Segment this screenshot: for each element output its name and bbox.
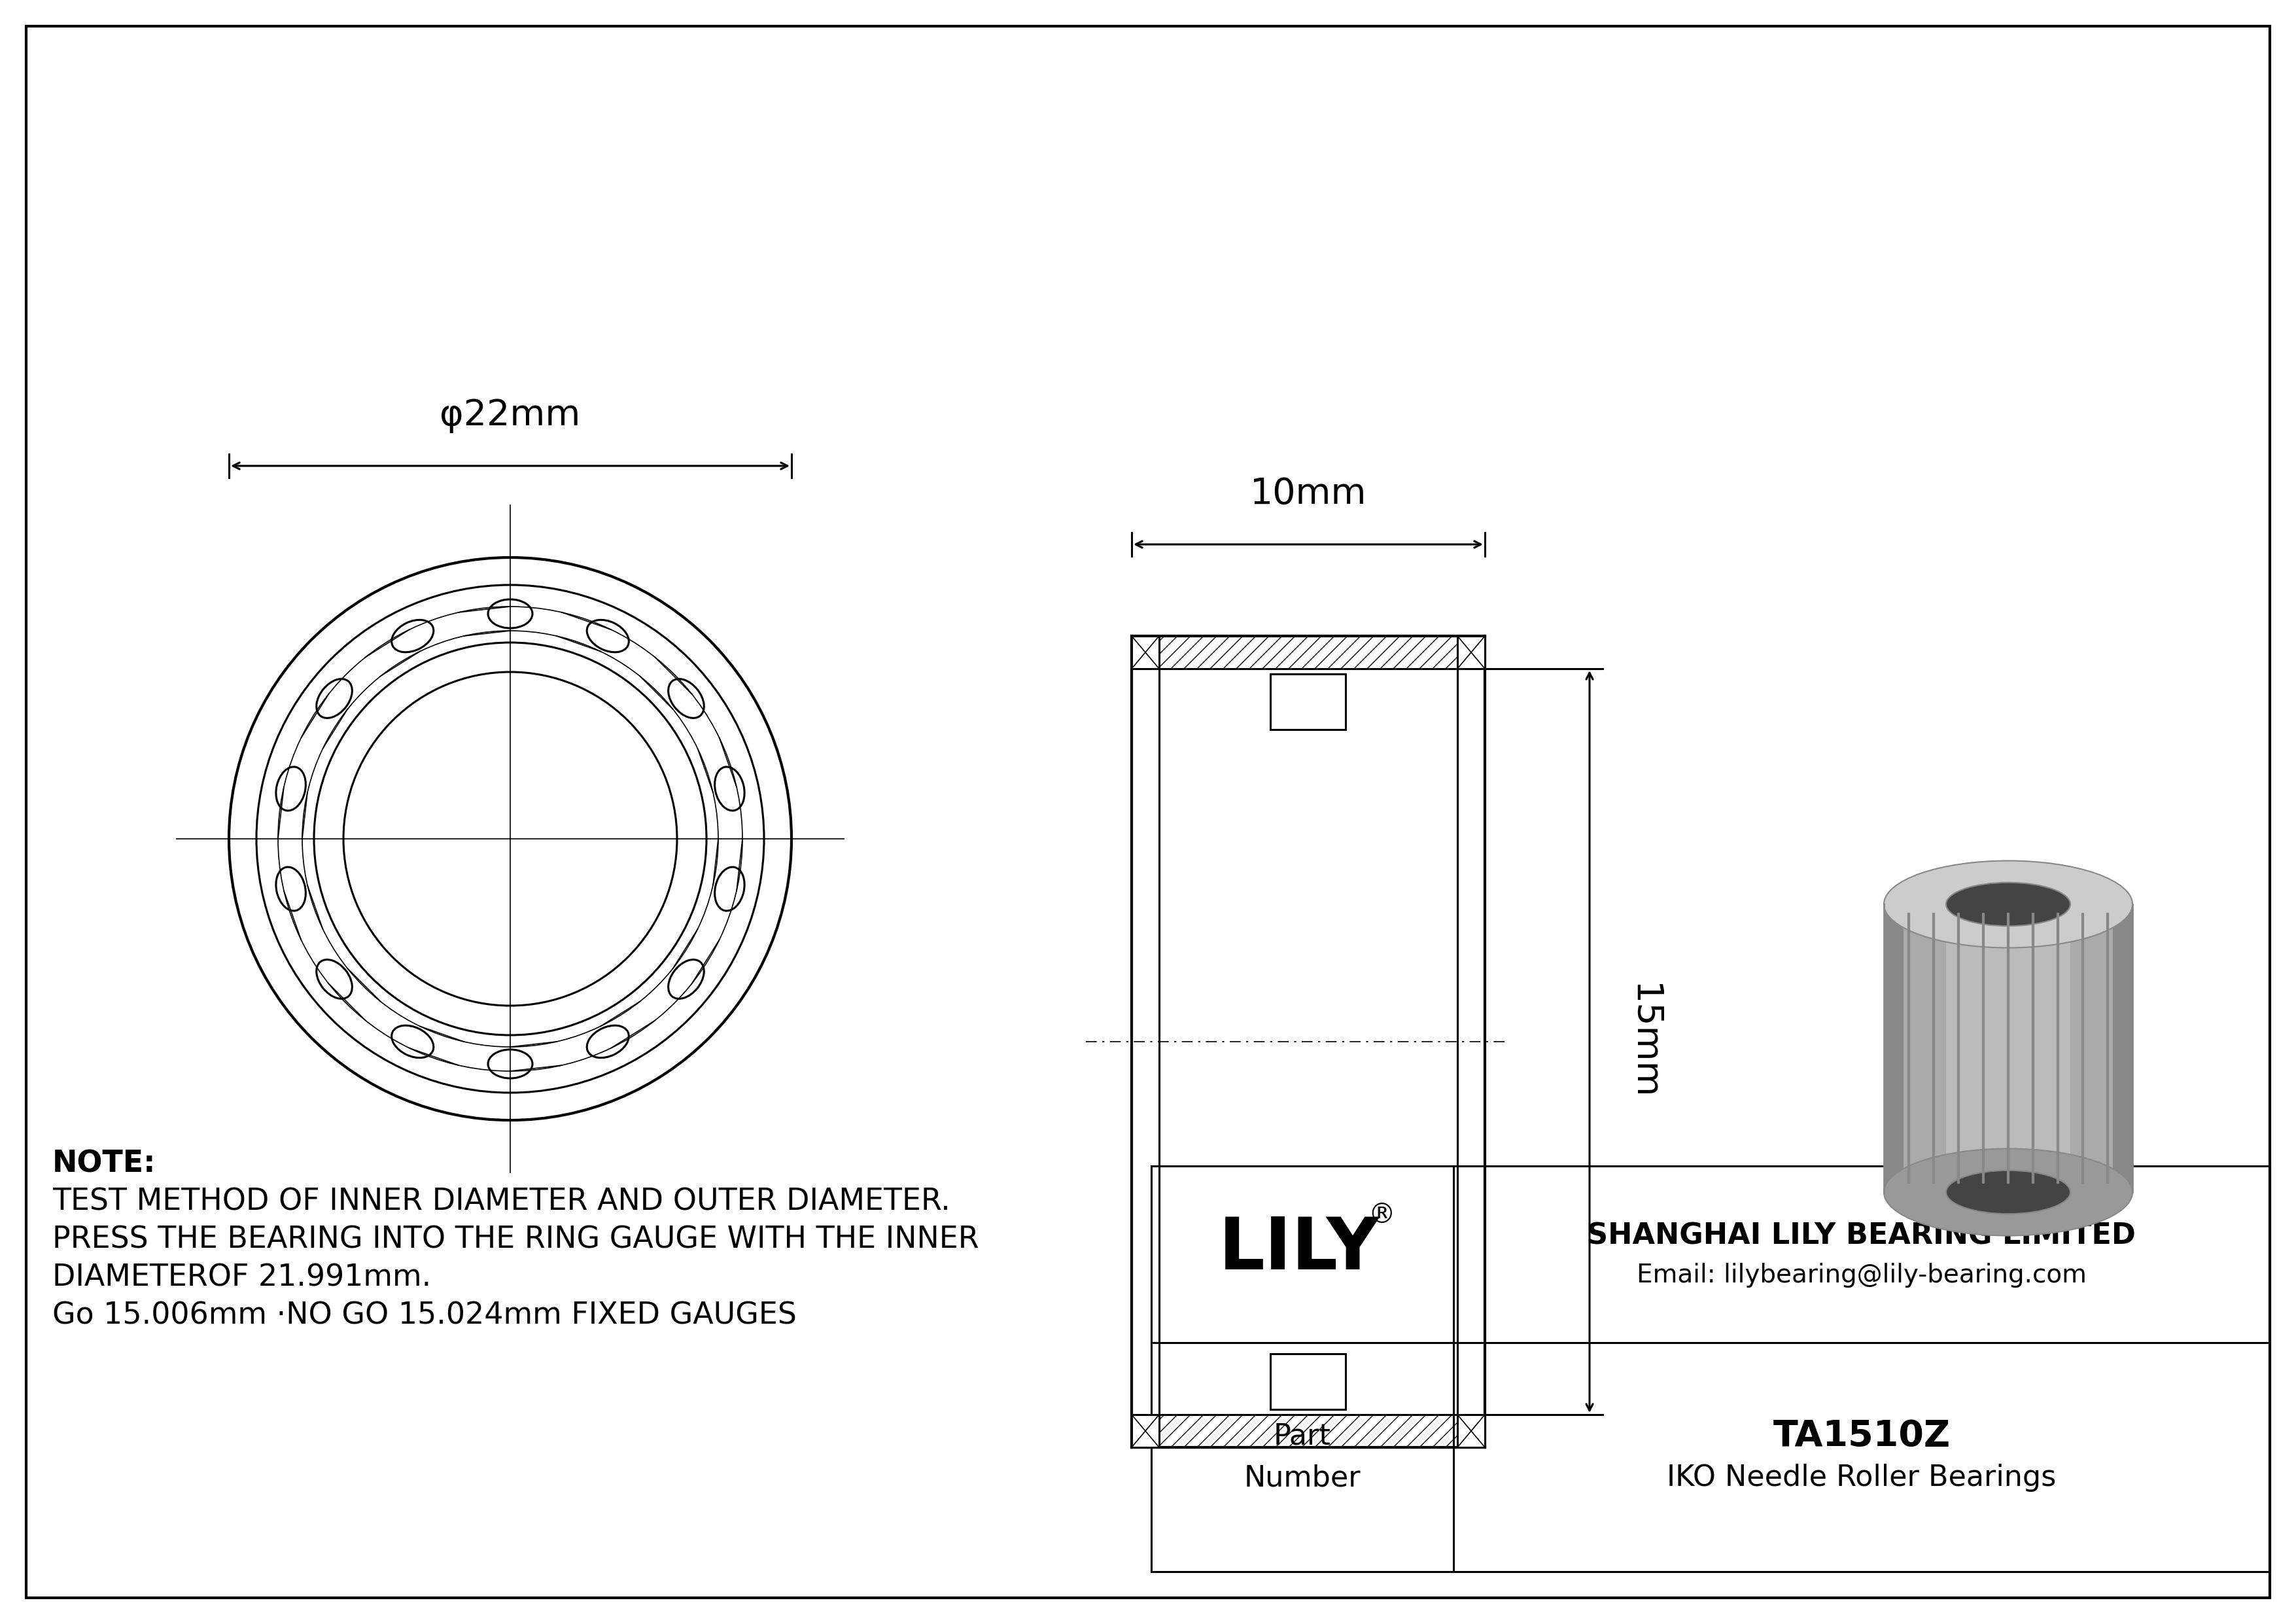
- Text: IKO Needle Roller Bearings: IKO Needle Roller Bearings: [1667, 1463, 2057, 1492]
- Text: 15mm: 15mm: [1626, 983, 1660, 1099]
- Bar: [1132, 1415, 1159, 1447]
- Bar: [1458, 1415, 1486, 1447]
- Ellipse shape: [1947, 882, 2071, 926]
- Text: 10mm: 10mm: [1249, 476, 1366, 512]
- Ellipse shape: [1885, 861, 2133, 948]
- Bar: [1458, 637, 1486, 669]
- Bar: [1132, 637, 1159, 669]
- Bar: [1885, 905, 1903, 1192]
- Bar: [1270, 1354, 1345, 1410]
- Text: TA1510Z: TA1510Z: [1773, 1418, 1949, 1453]
- Ellipse shape: [1885, 1148, 2133, 1236]
- Bar: [1947, 905, 2071, 1192]
- Bar: [2112, 905, 2133, 1192]
- Text: TEST METHOD OF INNER DIAMETER AND OUTER DIAMETER.: TEST METHOD OF INNER DIAMETER AND OUTER …: [53, 1187, 951, 1216]
- Text: ®: ®: [1368, 1202, 1396, 1229]
- Text: PRESS THE BEARING INTO THE RING GAUGE WITH THE INNER: PRESS THE BEARING INTO THE RING GAUGE WI…: [53, 1226, 978, 1255]
- Text: SHANGHAI LILY BEARING LIMITED: SHANGHAI LILY BEARING LIMITED: [1587, 1221, 2135, 1250]
- Ellipse shape: [1947, 1171, 2071, 1213]
- Text: Part
Number: Part Number: [1244, 1423, 1362, 1492]
- Bar: [1270, 674, 1345, 729]
- Text: NOTE:: NOTE:: [53, 1150, 156, 1179]
- Bar: [1150, 1166, 2271, 1572]
- Text: φ22mm: φ22mm: [441, 398, 581, 434]
- Text: Email: lilybearing@lily-bearing.com: Email: lilybearing@lily-bearing.com: [1637, 1263, 2087, 1288]
- Text: Go 15.006mm ·NO GO 15.024mm FIXED GAUGES: Go 15.006mm ·NO GO 15.024mm FIXED GAUGES: [53, 1301, 797, 1332]
- Bar: [1885, 905, 2133, 1192]
- Text: DIAMETEROF 21.991mm.: DIAMETEROF 21.991mm.: [53, 1263, 432, 1293]
- Text: LILY: LILY: [1219, 1215, 1380, 1285]
